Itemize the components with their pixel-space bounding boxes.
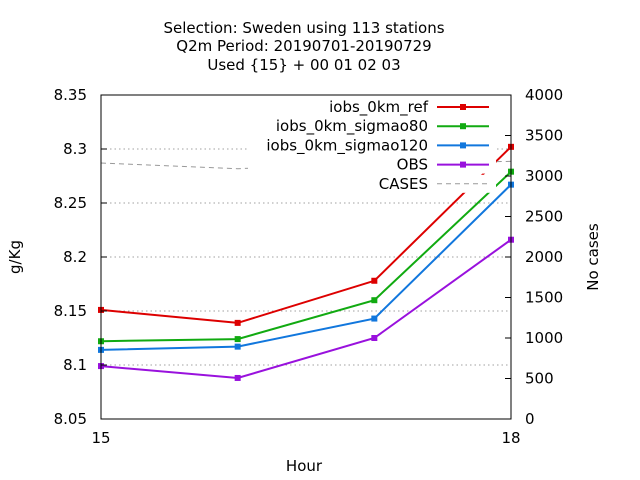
axis-ticks: 8.05 8.1 8.15 8.2 8.25 8.3 8.35 0 500 1000 1500 200…: [54, 86, 564, 447]
data-point-iobs-0km-ref: [234, 319, 241, 326]
chart-title: Selection: Sweden using 113 stations Q2m…: [163, 19, 444, 74]
legend-label-cases: CASES: [379, 175, 428, 193]
legend-background: [248, 98, 496, 116]
legend-background: [248, 155, 496, 174]
y2-tick-label: 3500: [525, 127, 563, 145]
y2-axis-label: No cases: [584, 223, 602, 291]
data-point-obs: [234, 374, 241, 381]
legend-background: [248, 136, 496, 155]
chart-title-line-2: Q2m Period: 20190701-20190729: [176, 37, 431, 55]
grid-lines: [101, 148, 511, 366]
y2-tick-label: 2500: [525, 208, 563, 226]
x-tick-label: 15: [91, 429, 110, 447]
x-axis-label: Hour: [286, 457, 323, 475]
legend: iobs_0km_refiobs_0km_sigmao80iobs_0km_si…: [248, 98, 496, 193]
x-tick-label: 18: [501, 429, 520, 447]
legend-background: [248, 117, 496, 136]
y2-tick-label: 1500: [525, 289, 563, 307]
series-line-iobs-0km-sigmao120: [100, 183, 512, 351]
legend-marker-obs: [460, 161, 466, 168]
legend-marker-iobs-0km-sigmao80: [460, 123, 466, 130]
y2-tick-label: 4000: [525, 86, 563, 104]
legend-marker-iobs-0km-sigmao120: [460, 142, 466, 149]
series-line-iobs-0km-ref: [100, 146, 512, 324]
data-point-obs: [371, 335, 378, 341]
y-axis-label: g/Kg: [6, 240, 24, 274]
data-point-iobs-0km-sigmao120: [371, 315, 378, 322]
series-line-obs: [100, 238, 512, 380]
y2-tick-label: 2000: [525, 248, 563, 266]
y-tick-label: 8.05: [54, 410, 87, 428]
data-point-iobs-0km-ref: [371, 277, 378, 284]
y2-tick-label: 3000: [525, 167, 563, 185]
legend-marker-iobs-0km-ref: [460, 104, 466, 110]
legend-label-iobs-0km-sigmao120: iobs_0km_sigmao120: [266, 136, 428, 155]
data-point-iobs-0km-sigmao80: [234, 336, 241, 343]
series-line-iobs-0km-sigmao80: [100, 170, 512, 343]
y2-tick-label: 1000: [525, 329, 563, 347]
legend-background: [248, 174, 496, 193]
y-tick-label: 8.1: [63, 356, 87, 374]
legend-label-obs: OBS: [397, 156, 428, 174]
data-point-iobs-0km-sigmao80: [371, 297, 378, 304]
y-tick-label: 8.3: [63, 140, 87, 158]
y-tick-label: 8.25: [54, 194, 87, 212]
y2-tick-label: 500: [525, 370, 554, 388]
y-tick-label: 8.35: [54, 86, 87, 104]
y2-tick-label: 0: [525, 410, 535, 428]
y-tick-label: 8.15: [54, 302, 87, 320]
data-point-iobs-0km-sigmao120: [234, 343, 241, 350]
legend-label-iobs-0km-ref: iobs_0km_ref: [329, 98, 429, 117]
chart-title-line-1: Selection: Sweden using 113 stations: [163, 19, 444, 37]
y-tick-label: 8.2: [63, 248, 87, 266]
legend-label-iobs-0km-sigmao80: iobs_0km_sigmao80: [276, 117, 428, 136]
chart-title-line-3: Used {15} + 00 01 02 03: [207, 56, 400, 74]
